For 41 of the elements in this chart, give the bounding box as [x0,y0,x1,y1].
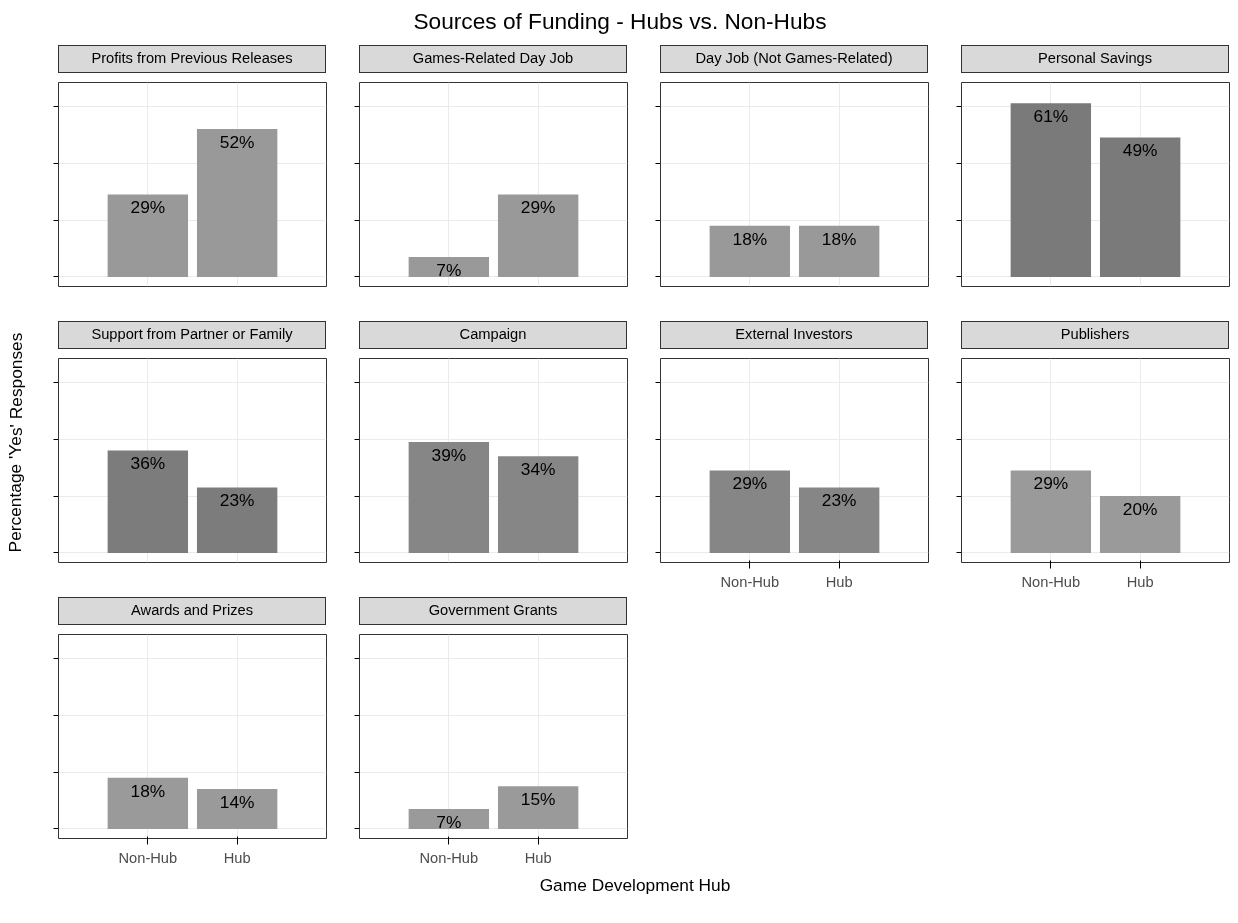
data-label: 18% [821,228,857,249]
data-label: 52% [219,131,255,152]
data-label: 7% [436,812,462,833]
chart-title: Games-Related Day Job [412,49,574,68]
x-tick-label: Hub [825,573,853,590]
data-label: 23% [821,490,857,511]
data-label: 36% [130,453,166,474]
chart-title: Personal Savings [1037,49,1153,68]
data-label: 49% [1122,140,1158,161]
x-tick-label: Hub [223,849,251,866]
data-label: 14% [219,792,255,813]
x-tick-label: Non-Hub [1021,573,1081,590]
data-label: 20% [1122,499,1158,520]
chart-title: Publishers [1060,325,1130,344]
x-tick-label: Hub [1126,573,1154,590]
text: Game Development Hub [539,874,731,897]
data-label: 61% [1033,106,1069,127]
chart-title: External Investors [735,325,853,344]
x-tick-label: Non-Hub [419,849,479,866]
x-tick-label: Non-Hub [720,573,780,590]
data-label: 23% [219,490,255,511]
x-tick-label: Non-Hub [118,849,178,866]
data-label: 15% [520,789,556,810]
data-label: 39% [431,444,467,465]
data-label: 29% [130,197,166,218]
chart-title: Government Grants [428,601,558,620]
chart-title: Campaign [459,325,527,344]
text: Percentage 'Yes' Responses [5,332,26,553]
data-label: 29% [732,473,768,494]
chart-title: Profits from Previous Releases [91,49,293,68]
data-label: 29% [1033,473,1069,494]
x-tick-label: Hub [524,849,552,866]
chart-title: Awards and Prizes [131,601,253,620]
chart-title: Support from Partner or Family [91,325,293,344]
data-label: 18% [130,780,166,801]
data-label: 29% [520,197,556,218]
data-label: 7% [436,260,462,281]
chart-title: Day Job (Not Games-Related) [695,49,893,68]
text: Sources of Funding - Hubs vs. Non-Hubs [413,7,827,36]
data-label: 34% [520,459,556,480]
data-label: 18% [732,228,768,249]
